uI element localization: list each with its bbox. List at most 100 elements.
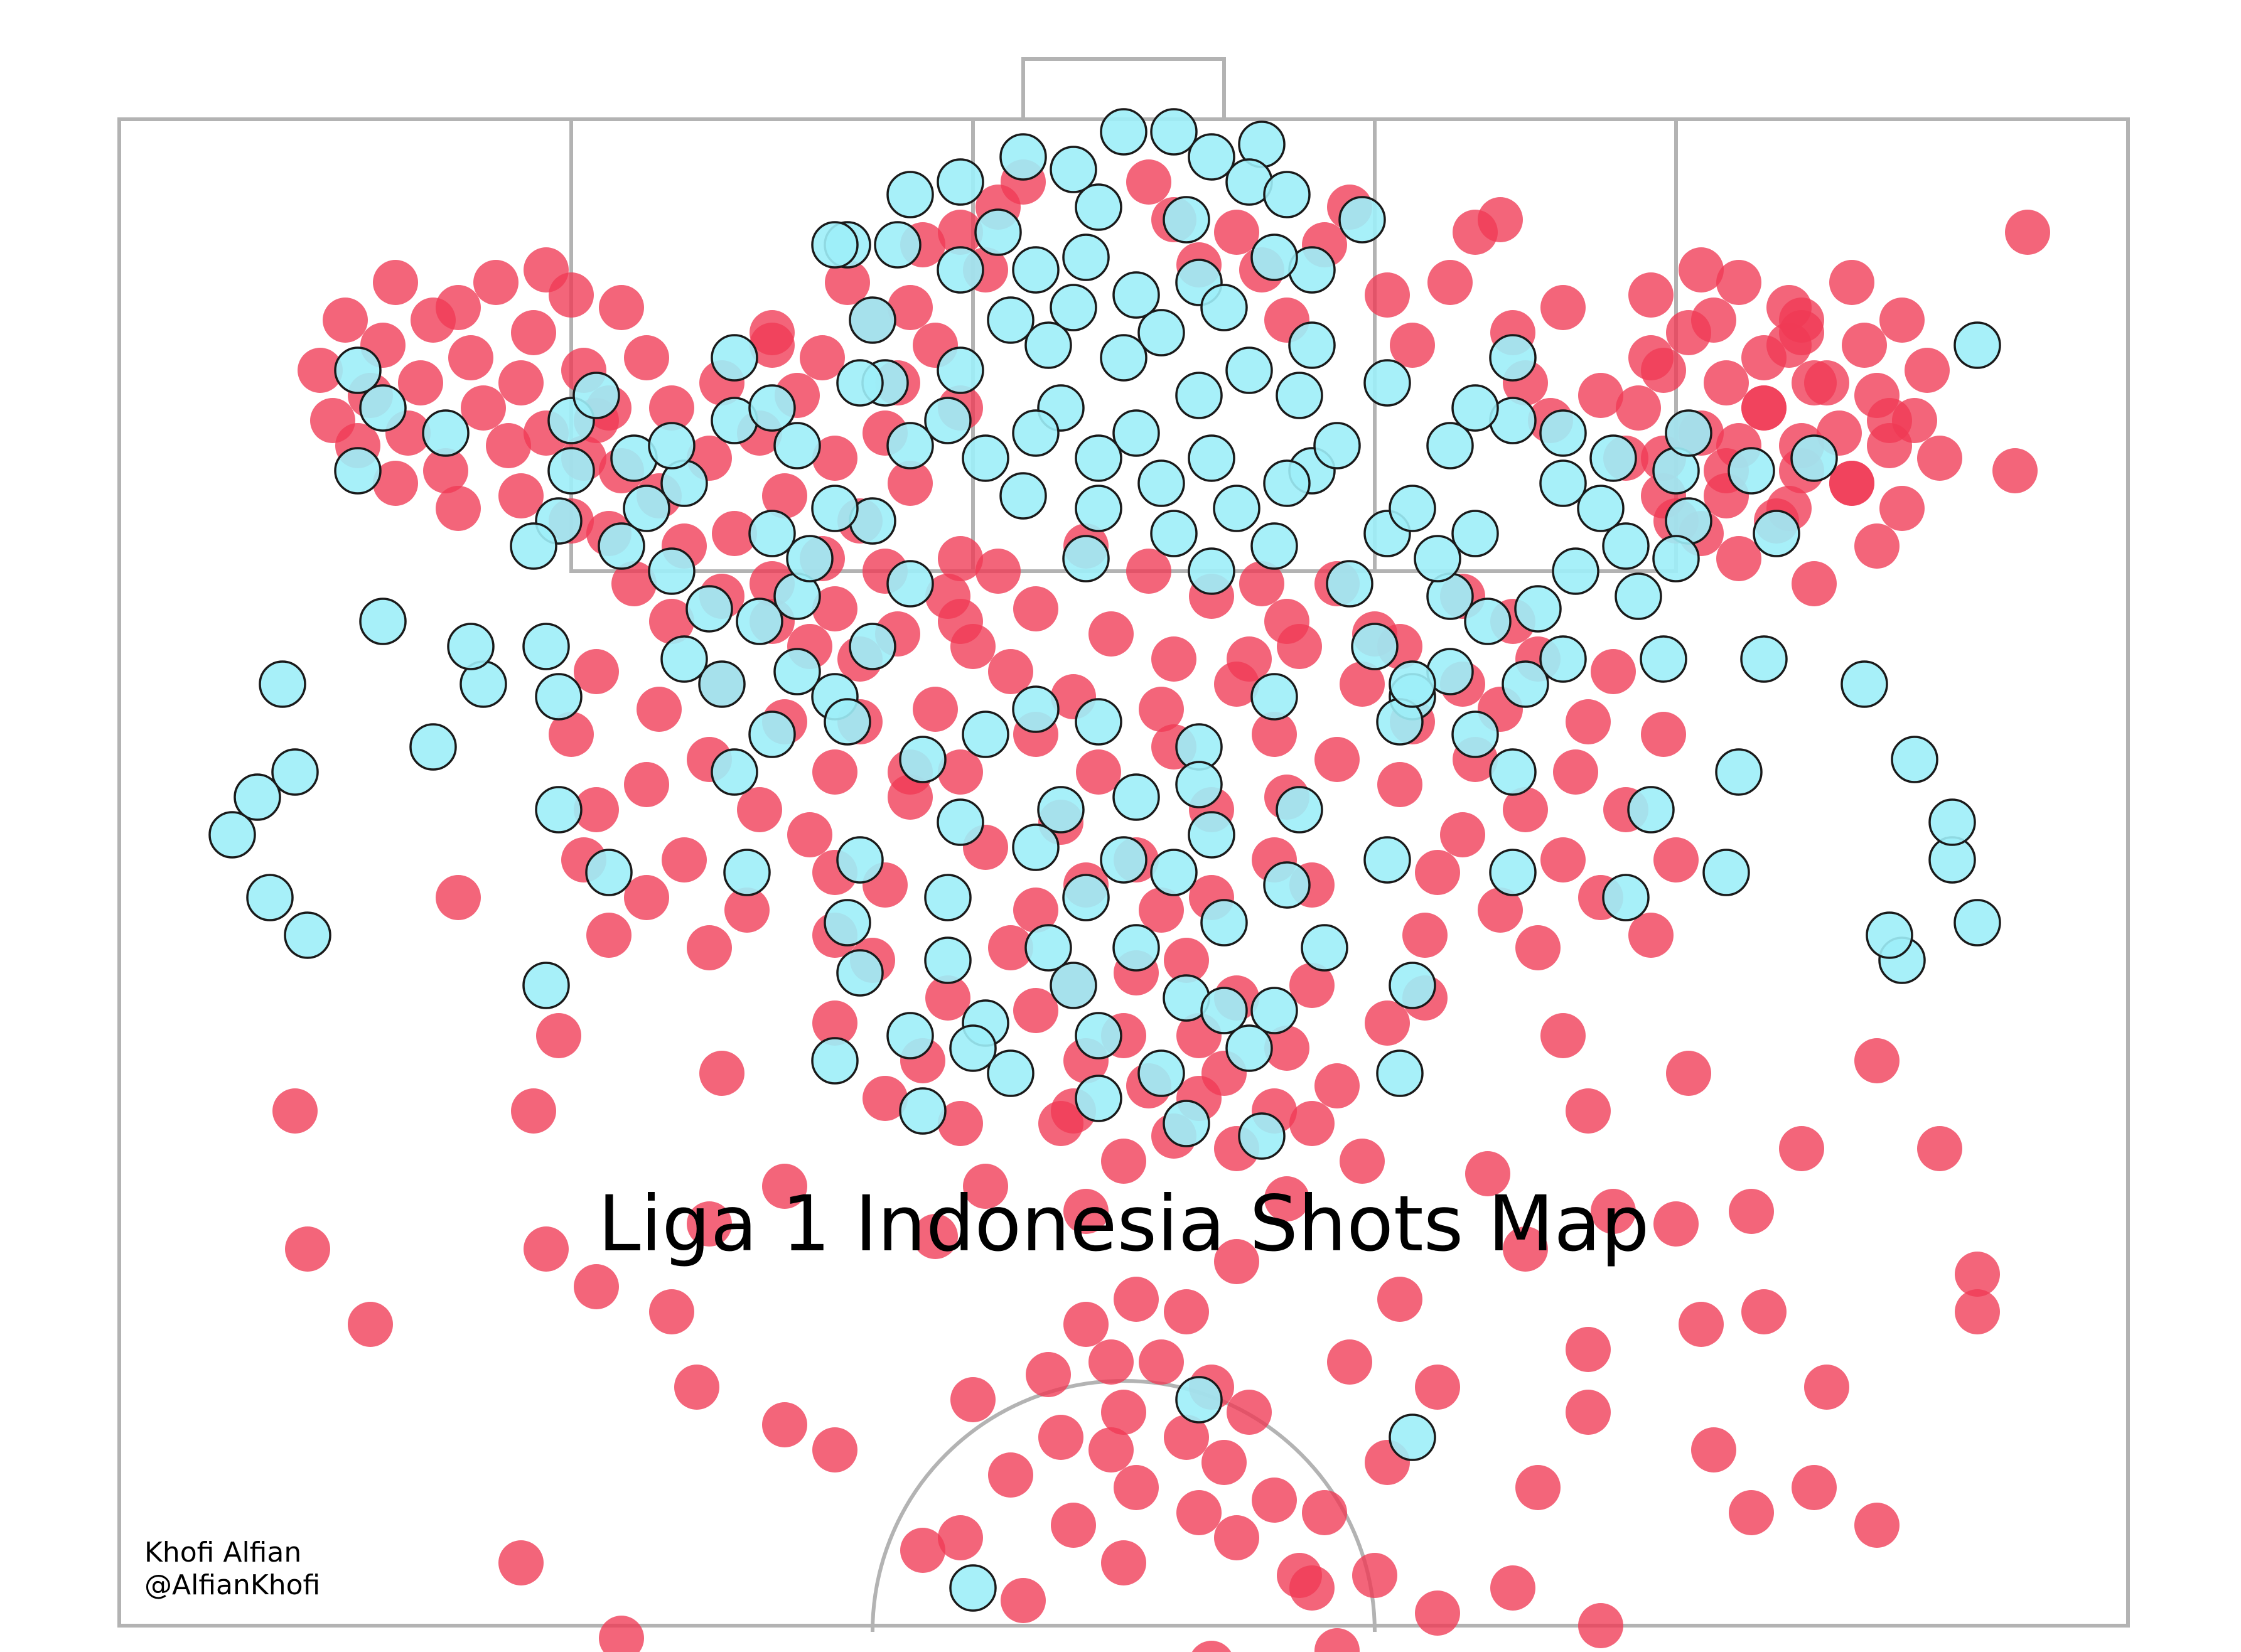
shot-no-goal-point [536,1013,581,1058]
shot-goal-point [736,598,783,645]
shot-no-goal-point [272,1088,318,1134]
shot-no-goal-point [1804,1365,1849,1410]
shot-no-goal-point [1377,1277,1422,1322]
shot-no-goal-point [1955,1289,2000,1334]
shot-no-goal-point [1666,1051,1711,1096]
shot-goal-point [598,522,645,570]
shot-no-goal-point [762,473,807,518]
shot-no-goal-point [1001,1578,1046,1623]
shot-no-goal-point [1013,988,1058,1033]
shot-goal-point [1163,1100,1210,1147]
shot-goal-point [811,221,859,269]
shot-no-goal-point [599,1616,644,1652]
shot-no-goal-point [1503,1226,1548,1272]
shot-no-goal-point [1566,1088,1611,1134]
shot-goal-point [1891,736,1938,783]
shot-goal-point [999,133,1047,181]
shot-goal-point [1728,447,1775,495]
shot-no-goal-point [1515,925,1561,970]
shot-goal-point [1100,108,1147,156]
shot-goal-point [1137,459,1185,507]
shot-no-goal-point [549,712,594,757]
shot-goal-point [1200,987,1248,1034]
shot-goal-point [1175,372,1223,419]
shot-no-goal-point [1327,1339,1372,1385]
shot-no-goal-point [1076,749,1121,795]
shot-no-goal-point [1679,1302,1724,1347]
shot-no-goal-point [1013,888,1058,933]
shot-goal-point [974,208,1022,256]
shot-no-goal-point [1716,536,1761,581]
shot-goal-point [1150,108,1198,156]
shot-goal-point [1075,485,1122,532]
shot-goal-point [648,547,696,595]
shot-goal-point [1866,911,1913,959]
shot-no-goal-point [1176,1490,1222,1535]
shot-no-goal-point [1741,335,1787,380]
shot-no-goal-point [1139,687,1184,732]
credit-author: Khofi Alfian [144,1537,301,1569]
shot-no-goal-point [888,285,933,330]
shot-goal-point [1313,422,1361,469]
shot-goal-point [937,246,984,294]
shot-goal-point [962,434,1009,482]
shot-no-goal-point [988,649,1033,694]
shot-no-goal-point [1792,360,1837,405]
shot-no-goal-point [1578,1603,1623,1648]
shot-no-goal-point [1365,1000,1410,1046]
shot-goal-point [1050,284,1097,331]
shot-no-goal-point [1478,888,1523,933]
shot-no-goal-point [1854,373,1900,418]
shot-no-goal-point [1191,1641,1232,1652]
shot-goal-point [447,623,495,670]
shot-goal-point [1363,836,1411,884]
shot-no-goal-point [1063,1189,1109,1234]
shot-no-goal-point [1088,1427,1134,1472]
shot-goal-point [585,849,633,896]
shot-goal-point [1188,434,1235,482]
shot-no-goal-point [2005,210,2050,255]
shot-no-goal-point [1051,1503,1096,1548]
shot-no-goal-point [1628,913,1674,958]
shot-goal-point [886,1012,934,1059]
shot-no-goal-point [1641,348,1686,393]
shot-goal-point [1363,359,1411,407]
shot-no-goal-point [1478,197,1523,242]
shot-no-goal-point [1854,523,1900,569]
shot-no-goal-point [498,1540,544,1585]
shot-goal-point [510,522,557,570]
shot-goal-point [1012,246,1060,294]
shot-no-goal-point [1340,662,1385,707]
shot-no-goal-point [498,360,544,405]
shot-no-goal-point [1239,561,1284,606]
shot-no-goal-point [1415,850,1460,895]
shot-goal-point [1163,196,1210,244]
shot-goal-point [284,911,331,959]
shot-goal-point [786,535,834,582]
shot-goal-point [1112,409,1160,457]
shot-goal-point [1502,660,1549,708]
shot-no-goal-point [1139,888,1184,933]
shot-goal-point [359,598,407,645]
shot-no-goal-point [988,1452,1033,1498]
shot-goal-point [1238,1112,1286,1160]
shot-goal-point [1514,585,1562,633]
shot-goal-point [1389,660,1436,708]
shot-goal-point [547,447,595,495]
shot-goal-point [1024,924,1072,972]
shot-no-goal-point [1653,837,1699,882]
shot-no-goal-point [373,461,418,506]
shot-no-goal-point [1792,1465,1837,1510]
shot-goal-point [1100,836,1147,884]
shot-no-goal-point [524,247,569,292]
shot-no-goal-point [1227,1390,1272,1435]
shot-no-goal-point [1227,636,1272,682]
shot-goal-point [1301,924,1348,972]
shot-goal-point [1338,196,1386,244]
shot-goal-point [1012,685,1060,733]
shot-no-goal-point [1252,1478,1297,1523]
shot-no-goal-point [1704,360,1749,405]
shot-goal-point [1489,334,1537,382]
shot-no-goal-point [812,436,857,481]
shot-no-goal-point [1854,1038,1900,1083]
